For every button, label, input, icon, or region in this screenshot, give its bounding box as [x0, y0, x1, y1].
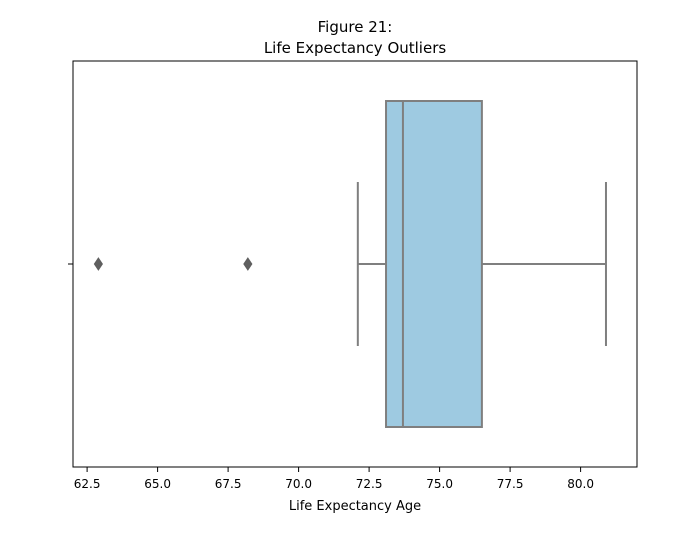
- x-tick-label: 62.5: [74, 477, 101, 491]
- x-axis-ticks: 62.5 65.0 67.5 70.0 72.5 75.0 77.5 80.0: [74, 467, 594, 491]
- chart-title-line1: Figure 21:: [318, 18, 393, 36]
- x-tick-label: 72.5: [356, 477, 383, 491]
- x-tick-label: 77.5: [497, 477, 524, 491]
- x-tick-label: 65.0: [144, 477, 171, 491]
- x-tick-label: 80.0: [567, 477, 594, 491]
- outlier-point: [93, 257, 103, 271]
- chart-title-line2: Life Expectancy Outliers: [264, 39, 447, 57]
- interquartile-box: [385, 100, 483, 428]
- x-tick-label: 75.0: [426, 477, 453, 491]
- x-tick-label: 70.0: [285, 477, 312, 491]
- outlier-point: [243, 257, 253, 271]
- x-tick-label: 67.5: [215, 477, 242, 491]
- boxplot-group: [93, 100, 607, 428]
- x-axis-label: Life Expectancy Age: [289, 499, 421, 514]
